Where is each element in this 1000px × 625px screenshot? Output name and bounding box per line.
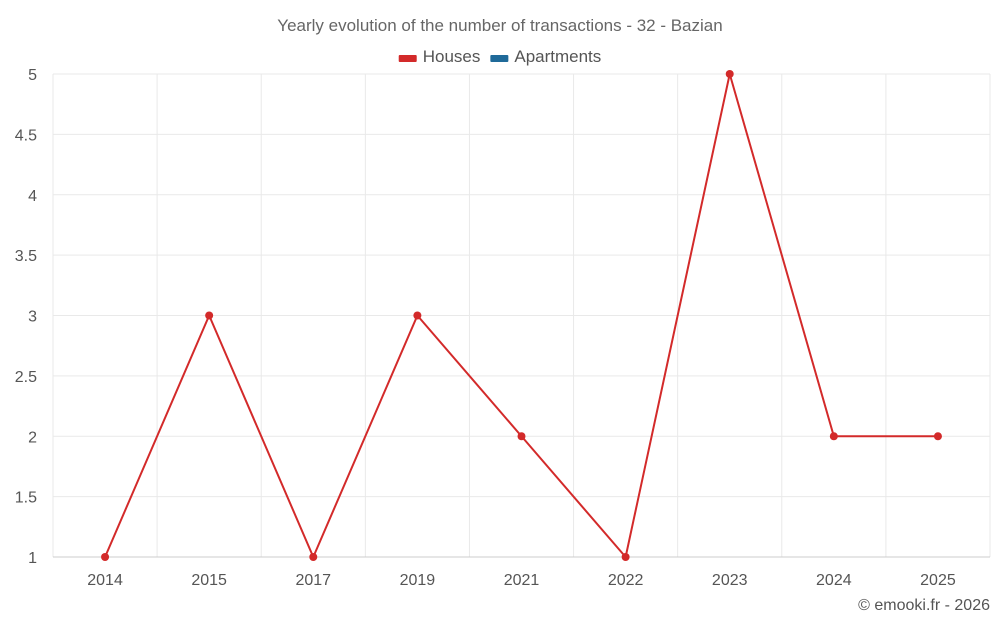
legend-label: Apartments bbox=[514, 47, 601, 66]
legend-label: Houses bbox=[423, 47, 481, 66]
y-tick-label: 4 bbox=[28, 188, 37, 205]
legend-swatch-apartments bbox=[490, 55, 509, 62]
x-tick-label: 2024 bbox=[816, 572, 852, 589]
legend-item-apartments[interactable]: Apartments bbox=[490, 47, 601, 66]
x-tick-label: 2023 bbox=[712, 572, 748, 589]
y-tick-label: 1.5 bbox=[15, 490, 37, 507]
y-tick-label: 3 bbox=[28, 309, 37, 326]
y-tick-label: 4.5 bbox=[15, 127, 37, 144]
x-tick-label: 2015 bbox=[191, 572, 227, 589]
x-tick-label: 2021 bbox=[504, 572, 540, 589]
y-tick-label: 2 bbox=[28, 429, 37, 446]
data-point-houses-2014[interactable] bbox=[101, 553, 110, 561]
grid bbox=[52, 73, 991, 557]
y-tick-label: 2.5 bbox=[15, 369, 37, 386]
x-tick-label: 2014 bbox=[87, 572, 123, 589]
data-point-houses-2022[interactable] bbox=[621, 553, 630, 561]
data-point-houses-2015[interactable] bbox=[205, 311, 214, 320]
x-tick-label: 2025 bbox=[920, 572, 956, 589]
legend-swatch-houses bbox=[398, 55, 417, 62]
y-tick-label: 5 bbox=[28, 67, 37, 84]
credit-text[interactable]: © emooki.fr - 2026 bbox=[858, 597, 990, 614]
series-layer bbox=[101, 70, 942, 561]
data-point-houses-2023[interactable] bbox=[725, 70, 734, 78]
x-tick-label: 2022 bbox=[608, 572, 644, 589]
legend[interactable]: Houses Apartments bbox=[398, 47, 602, 66]
y-axis-ticks: 1 1.5 2 2.5 3 3.5 4 4.5 5 bbox=[15, 67, 37, 567]
data-point-houses-2024[interactable] bbox=[829, 432, 838, 441]
data-point-houses-2021[interactable] bbox=[517, 432, 526, 441]
data-point-houses-2019[interactable] bbox=[413, 311, 422, 320]
data-point-houses-2025[interactable] bbox=[933, 432, 942, 441]
x-axis-ticks: 2014 2015 2017 2019 2021 2022 2023 2024 2025 bbox=[87, 572, 956, 589]
x-tick-label: 2017 bbox=[295, 572, 331, 589]
y-tick-label: 1 bbox=[28, 550, 37, 567]
y-tick-label: 3.5 bbox=[15, 248, 37, 265]
legend-item-houses[interactable]: Houses bbox=[398, 47, 481, 66]
x-tick-label: 2019 bbox=[400, 572, 436, 589]
chart-title: Yearly evolution of the number of transa… bbox=[277, 16, 722, 35]
data-point-houses-2017[interactable] bbox=[309, 553, 318, 561]
